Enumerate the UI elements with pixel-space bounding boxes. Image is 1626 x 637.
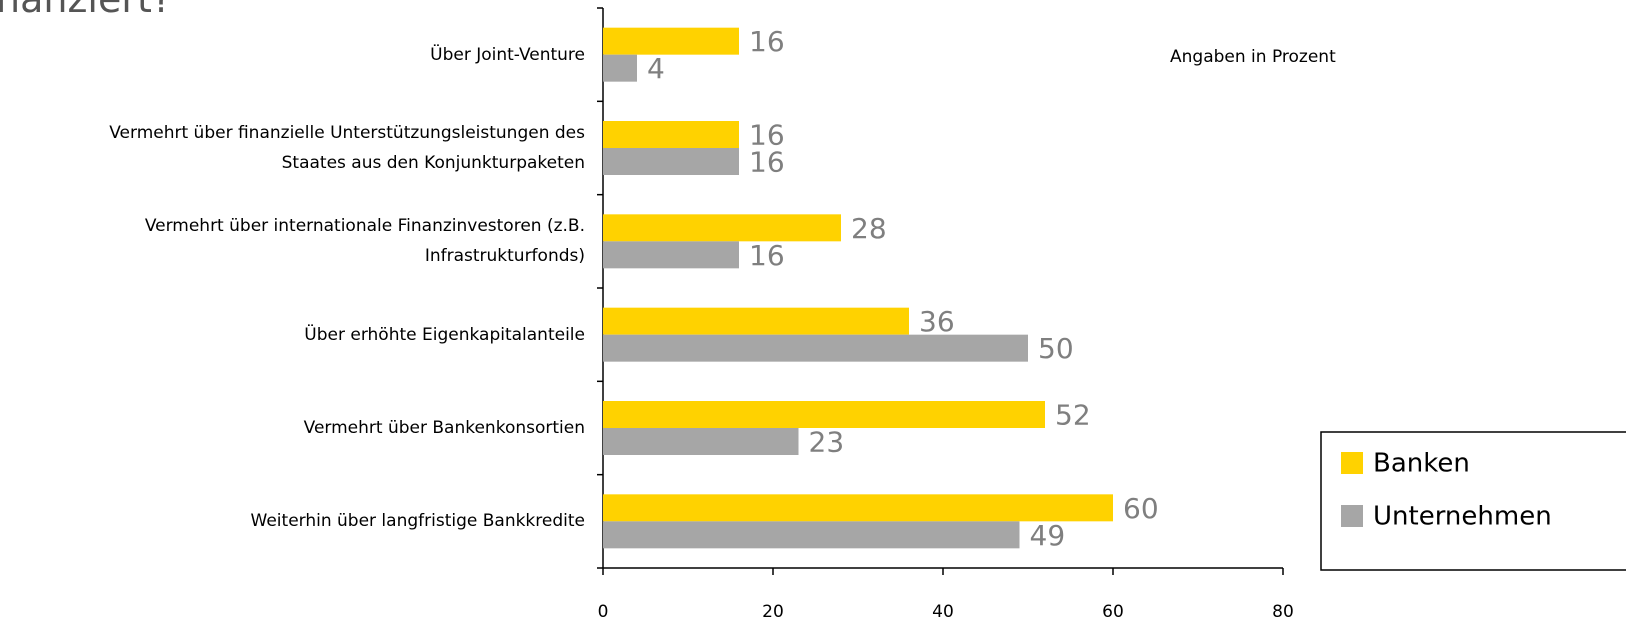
value-label: 23	[809, 426, 845, 459]
value-label: 28	[851, 212, 887, 245]
value-label: 16	[749, 119, 785, 152]
x-tick-label: 60	[1102, 602, 1124, 622]
annotation: Angaben in Prozent	[1170, 47, 1336, 67]
bar	[603, 307, 909, 335]
bar	[603, 401, 1045, 428]
value-label: 52	[1055, 399, 1091, 432]
chart-title: nanziert?	[0, 0, 172, 21]
legend-label: Banken	[1373, 449, 1470, 479]
bar	[603, 241, 739, 269]
bar	[603, 27, 739, 55]
bar	[603, 214, 841, 242]
value-label: 4	[647, 52, 665, 85]
value-label: 50	[1038, 332, 1074, 365]
x-tick-label: 40	[932, 602, 954, 622]
x-tick-label: 80	[1272, 602, 1294, 622]
bar	[603, 54, 637, 82]
legend-swatch	[1341, 452, 1363, 474]
bar	[603, 121, 739, 148]
value-label: 16	[749, 25, 785, 58]
value-label: 16	[749, 146, 785, 179]
bar	[603, 521, 1020, 549]
bar	[603, 334, 1028, 362]
category-label: Vermehrt über internationale Finanzinves…	[144, 216, 585, 267]
x-tick-label: 0	[598, 602, 609, 622]
category-label: Vermehrt über Bankenkonsortien	[303, 418, 585, 438]
x-tick-label: 20	[762, 602, 784, 622]
legend-box	[1320, 431, 1626, 571]
category-label: Über Joint-Venture	[430, 44, 585, 65]
bar	[603, 428, 799, 455]
value-label: 49	[1030, 519, 1066, 552]
category-label: Vermehrt über finanzielle Unterstützungs…	[109, 123, 585, 173]
bar	[603, 494, 1113, 522]
value-label: 16	[749, 239, 785, 272]
category-label: Weiterhin über langfristige Bankkredite	[250, 511, 585, 532]
value-label: 60	[1123, 492, 1159, 525]
bar	[603, 148, 739, 175]
category-label: Über erhöhte Eigenkapitalanteile	[304, 324, 585, 345]
value-label: 36	[919, 305, 955, 338]
legend-label: Unternehmen	[1373, 502, 1552, 532]
legend-swatch	[1341, 505, 1363, 527]
